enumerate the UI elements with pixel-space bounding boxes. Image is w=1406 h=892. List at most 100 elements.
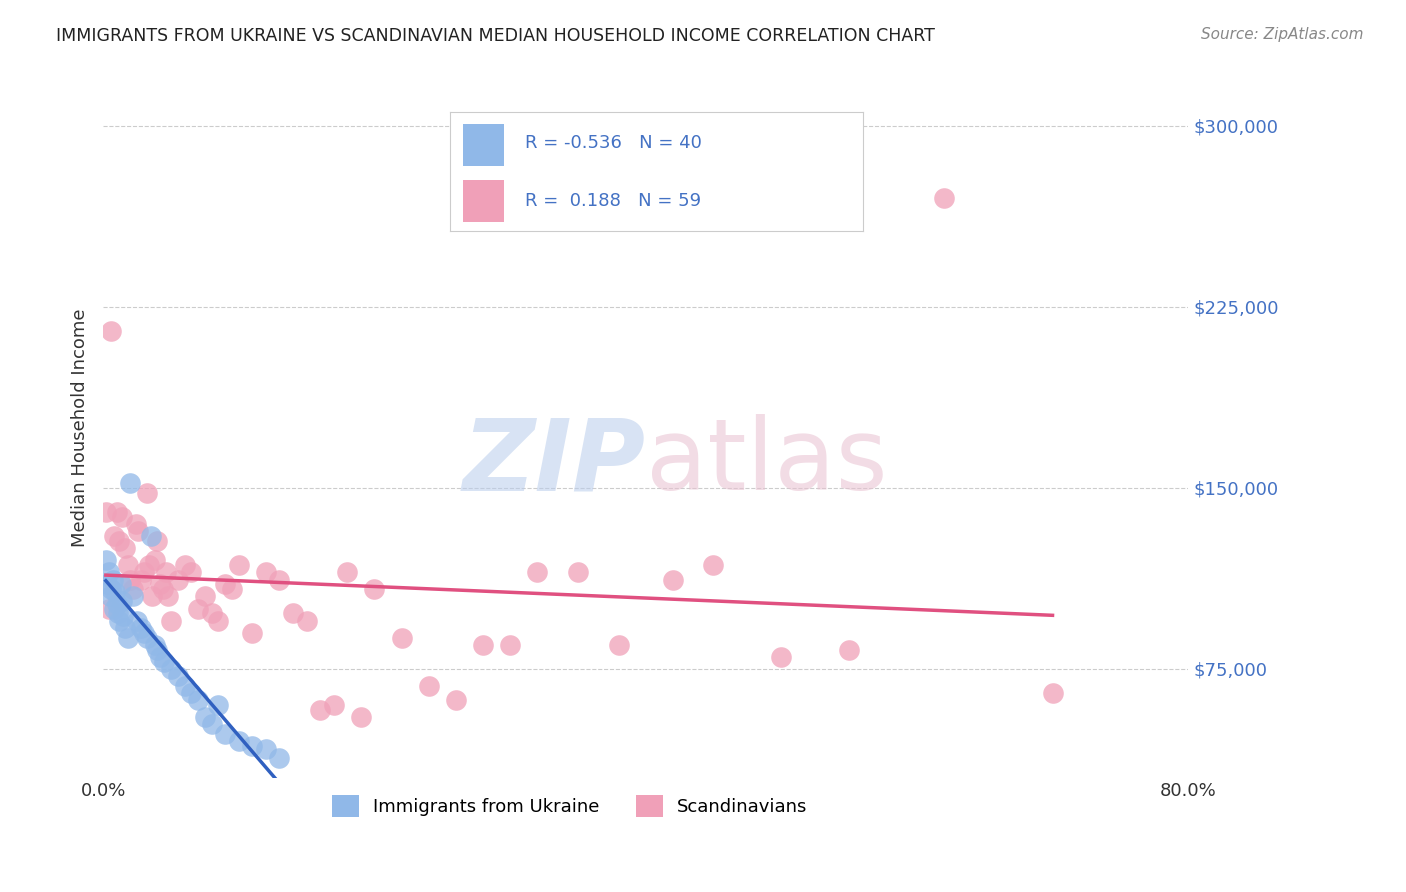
- Point: [391, 631, 413, 645]
- Point: [173, 679, 195, 693]
- Point: [157, 590, 180, 604]
- Point: [166, 669, 188, 683]
- Point: [269, 751, 291, 765]
- Text: IMMIGRANTS FROM UKRAINE VS SCANDINAVIAN MEDIAN HOUSEHOLD INCOME CORRELATION CHAR: IMMIGRANTS FROM UKRAINE VS SCANDINAVIAN …: [56, 27, 935, 45]
- Legend: Immigrants from Ukraine, Scandinavians: Immigrants from Ukraine, Scandinavians: [325, 788, 815, 824]
- Point: [146, 533, 169, 548]
- Point: [471, 638, 494, 652]
- Point: [221, 582, 243, 597]
- Point: [111, 509, 134, 524]
- Point: [160, 614, 183, 628]
- Point: [194, 710, 217, 724]
- Point: [100, 324, 122, 338]
- Point: [143, 638, 166, 652]
- Point: [135, 485, 157, 500]
- Point: [127, 524, 149, 539]
- Point: [100, 582, 122, 597]
- Point: [350, 710, 373, 724]
- Point: [138, 558, 160, 573]
- Point: [336, 566, 359, 580]
- Point: [141, 590, 163, 604]
- Point: [108, 614, 131, 628]
- Point: [143, 553, 166, 567]
- Point: [110, 577, 132, 591]
- Point: [207, 698, 229, 713]
- Point: [96, 577, 118, 591]
- Point: [117, 631, 139, 645]
- Point: [129, 573, 152, 587]
- Point: [607, 638, 630, 652]
- Point: [114, 621, 136, 635]
- Point: [135, 631, 157, 645]
- Point: [132, 625, 155, 640]
- Point: [240, 625, 263, 640]
- Point: [173, 558, 195, 573]
- Point: [160, 662, 183, 676]
- Point: [105, 505, 128, 519]
- Point: [104, 584, 127, 599]
- Point: [152, 582, 174, 597]
- Point: [499, 638, 522, 652]
- Point: [1042, 686, 1064, 700]
- Point: [281, 607, 304, 621]
- Point: [125, 614, 148, 628]
- Point: [111, 594, 134, 608]
- Y-axis label: Median Household Income: Median Household Income: [72, 309, 89, 547]
- Text: Source: ZipAtlas.com: Source: ZipAtlas.com: [1201, 27, 1364, 42]
- Point: [269, 573, 291, 587]
- Point: [228, 734, 250, 748]
- Point: [207, 614, 229, 628]
- Point: [103, 601, 125, 615]
- Point: [254, 741, 277, 756]
- Point: [107, 607, 129, 621]
- Point: [129, 621, 152, 635]
- Point: [228, 558, 250, 573]
- Point: [122, 590, 145, 604]
- Point: [132, 566, 155, 580]
- Point: [98, 590, 121, 604]
- Point: [117, 558, 139, 573]
- Point: [526, 566, 548, 580]
- Point: [444, 693, 467, 707]
- Point: [201, 717, 224, 731]
- Point: [97, 566, 120, 580]
- Point: [149, 577, 172, 591]
- Point: [149, 649, 172, 664]
- Point: [122, 582, 145, 597]
- Point: [153, 655, 176, 669]
- Point: [187, 693, 209, 707]
- Point: [120, 476, 142, 491]
- Point: [194, 590, 217, 604]
- Point: [363, 582, 385, 597]
- Point: [103, 529, 125, 543]
- Point: [187, 601, 209, 615]
- Point: [101, 573, 124, 587]
- Text: atlas: atlas: [645, 414, 887, 511]
- Point: [180, 686, 202, 700]
- Point: [254, 566, 277, 580]
- Point: [155, 566, 177, 580]
- Point: [661, 573, 683, 587]
- Point: [114, 541, 136, 556]
- Point: [139, 529, 162, 543]
- Point: [567, 566, 589, 580]
- Point: [97, 601, 120, 615]
- Point: [120, 573, 142, 587]
- Point: [94, 505, 117, 519]
- Point: [838, 642, 860, 657]
- Point: [112, 608, 135, 623]
- Point: [180, 566, 202, 580]
- Point: [322, 698, 344, 713]
- Text: ZIP: ZIP: [463, 414, 645, 511]
- Point: [214, 577, 236, 591]
- Point: [418, 679, 440, 693]
- Point: [240, 739, 263, 754]
- Point: [201, 607, 224, 621]
- Point: [166, 573, 188, 587]
- Point: [125, 517, 148, 532]
- Point: [702, 558, 724, 573]
- Point: [295, 614, 318, 628]
- Point: [105, 597, 128, 611]
- Point: [94, 553, 117, 567]
- Point: [770, 649, 793, 664]
